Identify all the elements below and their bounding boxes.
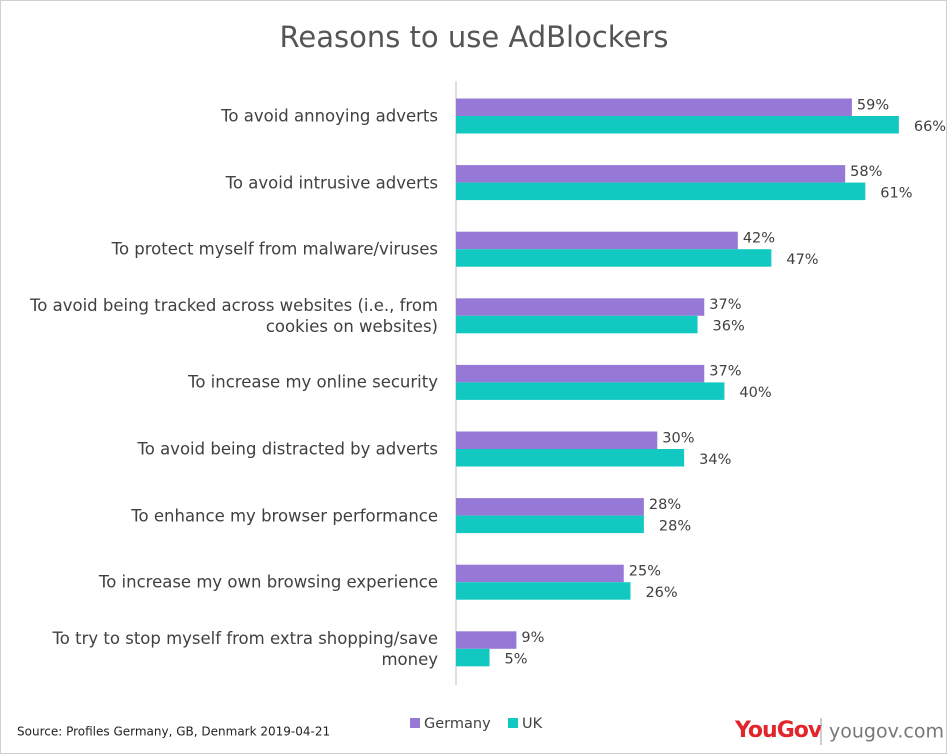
- value-label: 28%: [649, 497, 681, 513]
- source-note: Source: Profiles Germany, GB, Denmark 20…: [17, 725, 330, 739]
- value-label: 40%: [739, 385, 771, 401]
- value-label: 37%: [709, 364, 741, 380]
- value-label: 58%: [850, 164, 882, 180]
- category-label: To protect myself from malware/viruses: [111, 239, 438, 259]
- value-label: 26%: [645, 585, 677, 601]
- value-label: 47%: [786, 252, 818, 268]
- bar: [456, 564, 624, 583]
- value-label: 9%: [521, 630, 544, 646]
- category-label: To enhance my browser performance: [131, 506, 438, 526]
- value-label: 36%: [713, 319, 745, 335]
- bar: [456, 449, 685, 467]
- legend-label: Germany: [424, 716, 491, 732]
- bar: [456, 182, 866, 201]
- bar: [456, 498, 644, 516]
- value-label: 34%: [699, 452, 731, 468]
- value-label: 28%: [659, 518, 691, 534]
- bar: [456, 231, 738, 250]
- bar: [456, 98, 852, 116]
- bar: [456, 298, 705, 316]
- value-label: 30%: [662, 430, 694, 446]
- bar: [456, 165, 846, 183]
- value-label: 25%: [629, 563, 661, 579]
- legend-swatch: [508, 718, 518, 728]
- bar: [456, 315, 698, 334]
- category-label: To avoid annoying adverts: [221, 106, 438, 126]
- bar: [456, 116, 899, 134]
- bar: [456, 382, 725, 400]
- category-label: To increase my own browsing experience: [98, 572, 438, 592]
- value-label: 5%: [505, 652, 528, 668]
- category-label: To avoid being tracked across websites (…: [30, 295, 438, 336]
- value-label: 37%: [709, 297, 741, 313]
- value-label: 42%: [743, 230, 775, 246]
- bar: [456, 515, 644, 534]
- legend-swatch: [410, 718, 420, 728]
- bar: [456, 249, 772, 267]
- logo: YouGov: [734, 718, 823, 743]
- value-label: 59%: [857, 97, 889, 113]
- value-label: 66%: [914, 119, 946, 135]
- category-label: To avoid intrusive adverts: [225, 173, 438, 193]
- legend-label: UK: [522, 716, 543, 732]
- bar: [456, 631, 517, 649]
- category-label: To avoid being distracted by adverts: [137, 439, 438, 459]
- value-label: 61%: [880, 185, 912, 201]
- bar: [456, 648, 490, 667]
- logo-url: yougov.com: [829, 721, 944, 743]
- category-label: To increase my online security: [188, 372, 438, 392]
- category-label: To try to stop myself from extra shoppin…: [52, 628, 438, 669]
- bar: [456, 364, 705, 383]
- chart-title: Reasons to use AdBlockers: [280, 20, 669, 54]
- bar: [456, 582, 631, 600]
- bar: [456, 431, 658, 449]
